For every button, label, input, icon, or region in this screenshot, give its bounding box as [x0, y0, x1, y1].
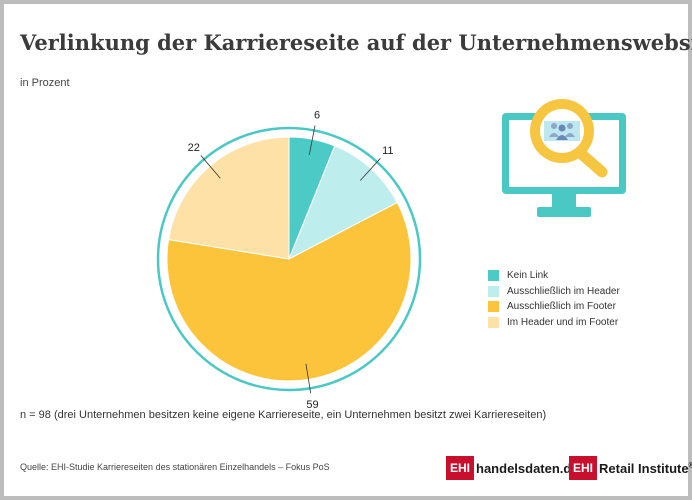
logo-text: Retail Institute®: [599, 460, 692, 476]
label-leader-line: [200, 155, 221, 179]
person-right: [567, 123, 573, 129]
monitor-stand: [537, 207, 591, 217]
legend-item: Kein Link: [488, 268, 620, 284]
data-label: 11: [382, 145, 393, 157]
data-label: 6: [314, 110, 320, 122]
legend-label: Ausschließlich im Header: [507, 285, 620, 297]
legend-item: Ausschließlich im Footer: [488, 299, 620, 315]
legend-label: Kein Link: [507, 270, 549, 282]
pie-slice: [167, 136, 290, 260]
logo-badge: EHI: [446, 456, 475, 480]
logo-text: handelsdaten.de: [476, 460, 579, 476]
pie-outer-ring: [156, 126, 422, 392]
person-center: [558, 124, 566, 132]
person-left: [551, 123, 557, 129]
legend-swatch: [488, 270, 499, 282]
legend-item: Ausschließlich im Header: [488, 284, 620, 300]
logo-badge: EHI: [569, 456, 598, 480]
label-leader-line: [359, 158, 381, 181]
legend-label: Im Header und im Footer: [507, 316, 619, 328]
chart-subtitle: in Prozent: [20, 77, 70, 89]
label-leader-line: [308, 125, 316, 156]
source-text: Quelle: EHI-Studie Karriereseiten des st…: [20, 462, 330, 472]
legend-swatch: [488, 301, 499, 313]
chart-title: Verlinkung der Karriereseite auf der Unt…: [20, 30, 692, 55]
chart-legend: Kein Link Ausschließlich im Header Aussc…: [488, 268, 620, 330]
logo-handelsdaten[interactable]: EHI handelsdaten.de: [446, 456, 579, 480]
data-label: 22: [188, 142, 200, 154]
legend-item: Im Header und im Footer: [488, 315, 620, 331]
legend-swatch: [488, 285, 499, 297]
legend-label: Ausschließlich im Footer: [507, 301, 616, 313]
label-leader-line: [305, 363, 312, 394]
data-label: 59: [306, 399, 318, 411]
sample-note: n = 98 (drei Unternehmen besitzen keine …: [20, 409, 547, 421]
computer-search-people-icon: [502, 99, 626, 217]
monitor-neck: [552, 194, 576, 208]
legend-swatch: [488, 316, 499, 328]
logo-ehi-retail-institute[interactable]: EHI Retail Institute®: [569, 456, 692, 480]
